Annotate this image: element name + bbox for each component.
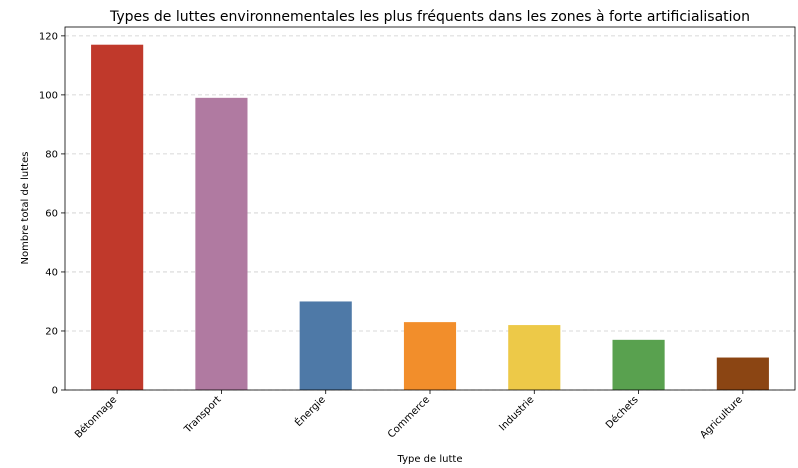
plot-frame <box>64 26 796 391</box>
y-tick-label: 120 <box>39 31 58 42</box>
y-tick-label: 20 <box>45 326 58 337</box>
bar <box>612 339 665 390</box>
y-axis-label: Nombre total de luttes <box>20 152 31 265</box>
y-tick-label: 40 <box>45 267 58 278</box>
bar <box>91 44 144 391</box>
bar <box>716 357 769 390</box>
x-tick-label: Commerce <box>386 394 432 440</box>
bar <box>195 97 248 390</box>
x-tick-label: Industrie <box>497 394 536 433</box>
x-axis-label: Type de lutte <box>397 454 463 465</box>
y-tick-label: 80 <box>45 149 58 160</box>
y-tick-label: 100 <box>39 90 58 101</box>
x-tick-label: Transport <box>182 394 224 436</box>
bar <box>299 301 352 390</box>
x-tick-label: Bétonnage <box>72 394 119 441</box>
x-tick-label: Énergie <box>292 393 328 429</box>
x-tick-label: Déchets <box>603 394 640 431</box>
chart-title: Types de luttes environnementales les pl… <box>109 9 750 25</box>
x-tick-label: Agriculture <box>698 394 745 441</box>
y-tick-label: 0 <box>52 386 58 397</box>
y-tick-label: 60 <box>45 208 58 219</box>
bar <box>403 322 457 390</box>
bar <box>508 325 561 390</box>
